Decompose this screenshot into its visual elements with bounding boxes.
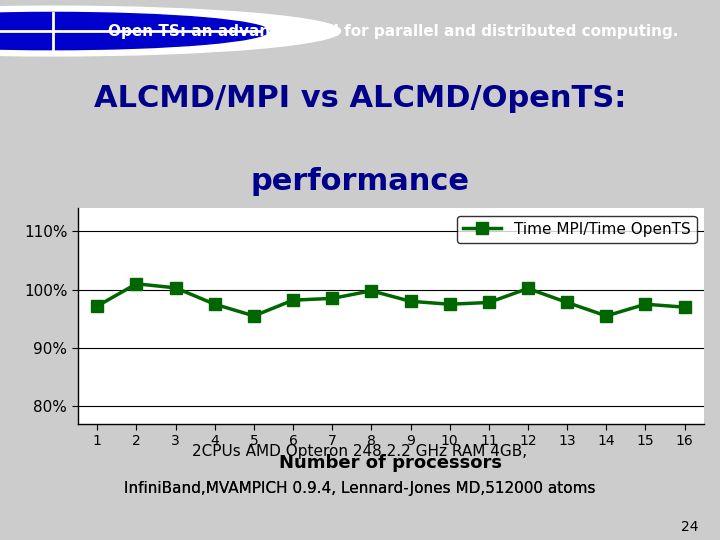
Text: InfiniBand: InfiniBand [316, 482, 404, 496]
X-axis label: Number of processors: Number of processors [279, 454, 503, 472]
Text: InfiniBand,MVAMPICH 0.9.4, Lennard-Jones MD,512000 atoms: InfiniBand,MVAMPICH 0.9.4, Lennard-Jones… [125, 482, 595, 496]
Circle shape [0, 6, 341, 56]
Text: Open TS: an advanced tool for parallel and distributed computing.: Open TS: an advanced tool for parallel a… [108, 24, 678, 38]
Text: 24: 24 [681, 520, 698, 534]
Circle shape [0, 12, 269, 50]
Legend: Time MPI/Time OpenTS: Time MPI/Time OpenTS [457, 215, 696, 243]
Text: 2CPUs AMD Opteron 248 2.2 GHz RAM 4GB,: 2CPUs AMD Opteron 248 2.2 GHz RAM 4GB, [192, 444, 528, 459]
Text: ALCMD/MPI vs ALCMD/OpenTS:: ALCMD/MPI vs ALCMD/OpenTS: [94, 84, 626, 113]
Text: performance: performance [251, 167, 469, 196]
Text: InfiniBand,MVAMPICH 0.9.4, Lennard-Jones MD,512000 atoms: InfiniBand,MVAMPICH 0.9.4, Lennard-Jones… [125, 482, 595, 496]
